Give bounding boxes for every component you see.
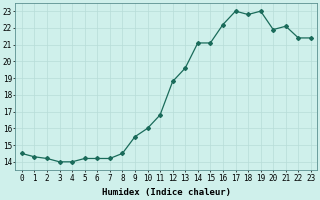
- X-axis label: Humidex (Indice chaleur): Humidex (Indice chaleur): [102, 188, 231, 197]
